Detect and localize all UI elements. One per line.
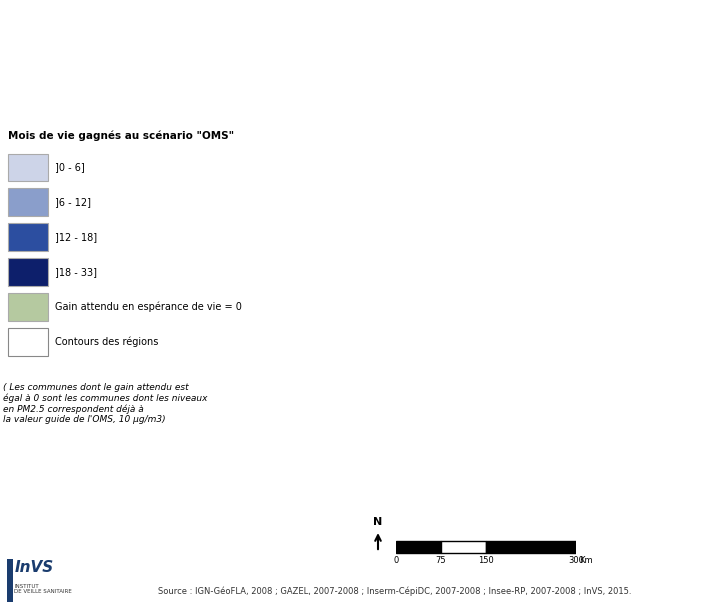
Text: Gain attendu en espérance de vie = 0: Gain attendu en espérance de vie = 0 — [55, 302, 243, 313]
Text: ]6 - 12]: ]6 - 12] — [55, 197, 91, 207]
Text: ( Les communes dont le gain attendu est
égal à 0 sont les communes dont les nive: ( Les communes dont le gain attendu est … — [3, 383, 207, 424]
Bar — [396, 541, 441, 553]
FancyBboxPatch shape — [8, 154, 48, 181]
FancyBboxPatch shape — [8, 294, 48, 321]
Text: 75: 75 — [436, 556, 446, 565]
Text: Mois de vie gagnés au scénario "OMS": Mois de vie gagnés au scénario "OMS" — [8, 131, 234, 141]
FancyBboxPatch shape — [8, 328, 48, 356]
Text: 0: 0 — [393, 556, 399, 565]
Text: ]18 - 33]: ]18 - 33] — [55, 267, 97, 277]
Bar — [7, 559, 13, 602]
Text: Contours des régions: Contours des régions — [55, 337, 159, 347]
Text: Source : IGN-GéoFLA, 2008 ; GAZEL, 2007-2008 ; Inserm-CépiDC, 2007-2008 ; Insee-: Source : IGN-GéoFLA, 2008 ; GAZEL, 2007-… — [158, 586, 632, 596]
FancyBboxPatch shape — [8, 258, 48, 286]
Text: 150: 150 — [478, 556, 494, 565]
Text: ]12 - 18]: ]12 - 18] — [55, 232, 98, 242]
Text: 300: 300 — [568, 556, 584, 565]
FancyBboxPatch shape — [8, 224, 48, 251]
Text: Km: Km — [579, 556, 593, 565]
Bar — [441, 541, 486, 553]
Bar — [486, 541, 576, 553]
Text: InVS: InVS — [14, 560, 54, 575]
Text: INSTITUT
DE VEILLE SANITAIRE: INSTITUT DE VEILLE SANITAIRE — [14, 584, 72, 595]
Text: ]0 - 6]: ]0 - 6] — [55, 162, 85, 172]
Text: N: N — [374, 517, 382, 527]
FancyBboxPatch shape — [8, 188, 48, 216]
